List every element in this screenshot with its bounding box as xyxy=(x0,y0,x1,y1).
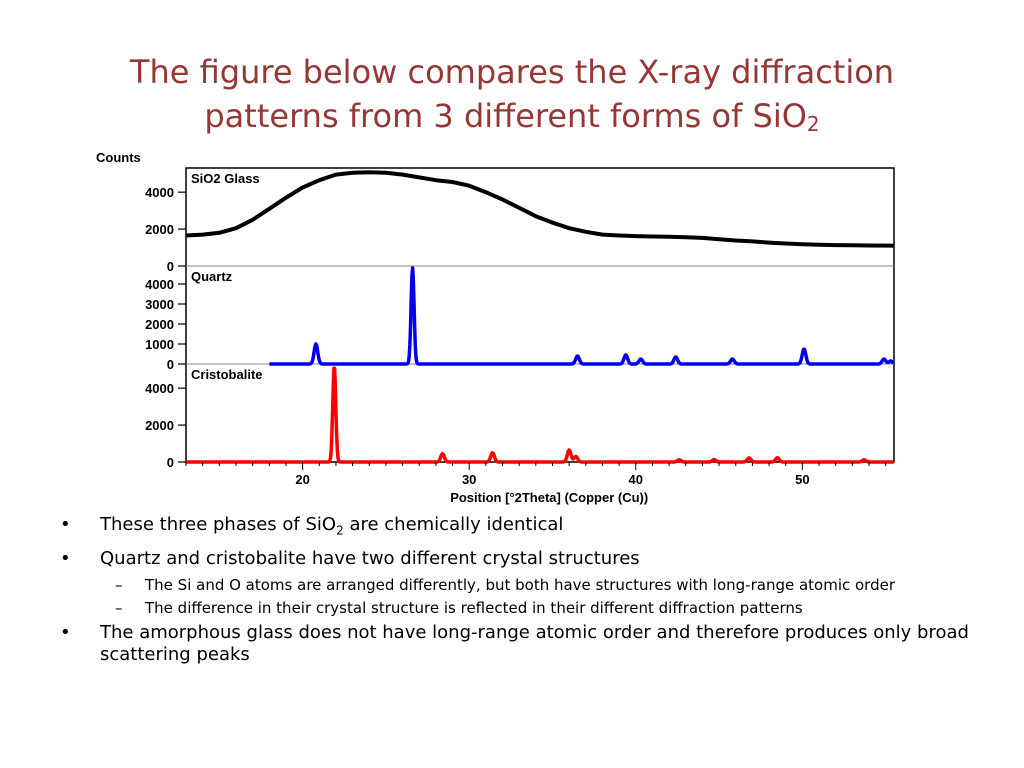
bullet-item: • These three phases of SiO2 are chemica… xyxy=(58,514,978,542)
xrd-chart: Counts 0 2000 4000 SiO2 Glass 0 1000 2000 3000 40… xyxy=(96,150,895,505)
y-tick-label: 1000 xyxy=(145,337,174,352)
y-tick-label: 0 xyxy=(167,455,174,470)
bullet-text-suffix: are chemically identical xyxy=(343,514,564,535)
title-line-1: The figure below compares the X-ray diff… xyxy=(129,53,895,91)
dash-mark: – xyxy=(115,598,123,617)
bullet-mark: • xyxy=(60,547,71,569)
sub-bullet-item: – The difference in their crystal struct… xyxy=(58,599,978,618)
y-tick-label: 2000 xyxy=(145,317,174,332)
y-tick-label: 0 xyxy=(167,259,174,274)
y-axis-label: Counts xyxy=(96,150,141,165)
sub-bullet-text: The Si and O atoms are arranged differen… xyxy=(145,575,896,594)
bullet-subscript: 2 xyxy=(336,523,344,538)
bullet-mark: • xyxy=(60,514,71,535)
x-tick-label: 20 xyxy=(295,472,309,487)
y-tick-label: 3000 xyxy=(145,297,174,312)
plot-frame xyxy=(185,167,895,463)
xrd-chart-svg: Counts 0 2000 4000 SiO2 Glass 0 1000 2000 3000 40… xyxy=(96,150,895,505)
bullet-text: These three phases of SiO xyxy=(100,514,337,535)
y-tick-label: 4000 xyxy=(145,185,174,200)
bullet-text: The amorphous glass does not have long-r… xyxy=(100,621,969,665)
series-line-1 xyxy=(268,266,895,366)
y-tick-label: 2000 xyxy=(145,418,174,433)
series-label: Cristobalite xyxy=(191,367,263,382)
y-tick-label: 4000 xyxy=(145,381,174,396)
x-axis-label: Position [°2Theta] (Copper (Cu)) xyxy=(450,490,648,505)
y-tick-label: 2000 xyxy=(145,222,174,237)
y-tick-label: 0 xyxy=(167,357,174,372)
dash-mark: – xyxy=(115,575,123,594)
bullet-text: Quartz and cristobalite have two differe… xyxy=(100,547,640,569)
x-tick-label: 30 xyxy=(462,472,476,487)
x-tick-label: 50 xyxy=(795,472,809,487)
series-line-0 xyxy=(185,170,895,248)
bullet-mark: • xyxy=(60,621,71,643)
series-line-2 xyxy=(184,366,895,464)
sub-bullet-item: – The Si and O atoms are arranged differ… xyxy=(58,576,978,595)
series-label: Quartz xyxy=(191,269,233,284)
bullet-item: • Quartz and cristobalite have two diffe… xyxy=(58,548,978,570)
x-tick-label: 40 xyxy=(629,472,643,487)
series-label: SiO2 Glass xyxy=(191,171,260,186)
bullet-list: • These three phases of SiO2 are chemica… xyxy=(58,514,978,672)
slide-title: The figure below compares the X-ray diff… xyxy=(60,50,964,146)
title-line-2: patterns from 3 different forms of SiO xyxy=(204,97,807,135)
sub-bullet-text: The difference in their crystal structur… xyxy=(145,598,803,617)
y-tick-label: 4000 xyxy=(145,277,174,292)
title-subscript: 2 xyxy=(806,112,820,136)
bullet-item: • The amorphous glass does not have long… xyxy=(58,622,978,666)
